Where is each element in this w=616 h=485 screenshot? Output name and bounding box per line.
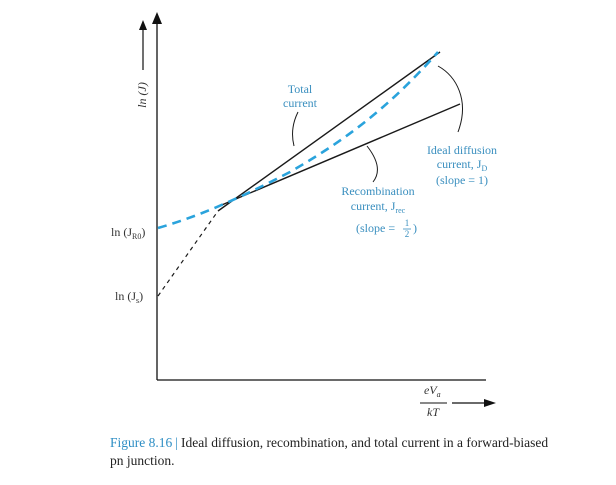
- total-current-curve: [157, 51, 439, 230]
- recomb-frac-den: 2: [405, 229, 410, 239]
- y-axis-label-arrowhead: [139, 20, 147, 30]
- tick-label-jr0: ln (JR0): [111, 225, 145, 241]
- ideal-label-line1: Ideal diffusion: [427, 143, 497, 157]
- recomb-label-line3-suffix: ): [413, 221, 417, 235]
- recomb-leader: [366, 145, 379, 183]
- y-axis-label: ln (J): [135, 82, 149, 108]
- total-label-line2: current: [283, 96, 318, 110]
- total-label-line1: Total: [288, 82, 313, 96]
- recomb-label-line3: (slope =: [356, 221, 395, 235]
- x-label-e: eV: [424, 383, 438, 397]
- caption-separator: |: [175, 435, 178, 450]
- recomb-frac-num: 1: [405, 218, 410, 228]
- x-axis-label-numerator: eVa: [424, 383, 441, 399]
- recomb-label-line1: Recombination: [341, 184, 414, 198]
- ideal-diffusion-extrapolation-dashed: [157, 210, 219, 297]
- y-axis-arrowhead: [152, 12, 162, 24]
- recomb-label-line2: current, Jrec: [351, 199, 406, 215]
- tick-label-js: ln (Js): [115, 289, 143, 305]
- ideal-label-line3: (slope = 1): [436, 173, 488, 187]
- ideal-diffusion-line: [217, 51, 441, 212]
- x-axis-label-arrowhead: [484, 399, 496, 407]
- figure-label: Figure 8.16: [110, 435, 173, 450]
- y-axis-label-group: ln (J): [135, 82, 149, 108]
- recombination-current-line: [216, 103, 461, 208]
- x-axis-label-denominator: kT: [427, 405, 440, 419]
- figure-caption: Figure 8.16 | Ideal diffusion, recombinati…: [110, 434, 550, 470]
- x-label-sub: a: [437, 390, 441, 399]
- ideal-label-line2: current, JD: [437, 157, 488, 173]
- total-leader: [292, 111, 299, 147]
- caption-text: Ideal diffusion, recombination, and tota…: [110, 435, 549, 468]
- ideal-leader: [437, 65, 463, 133]
